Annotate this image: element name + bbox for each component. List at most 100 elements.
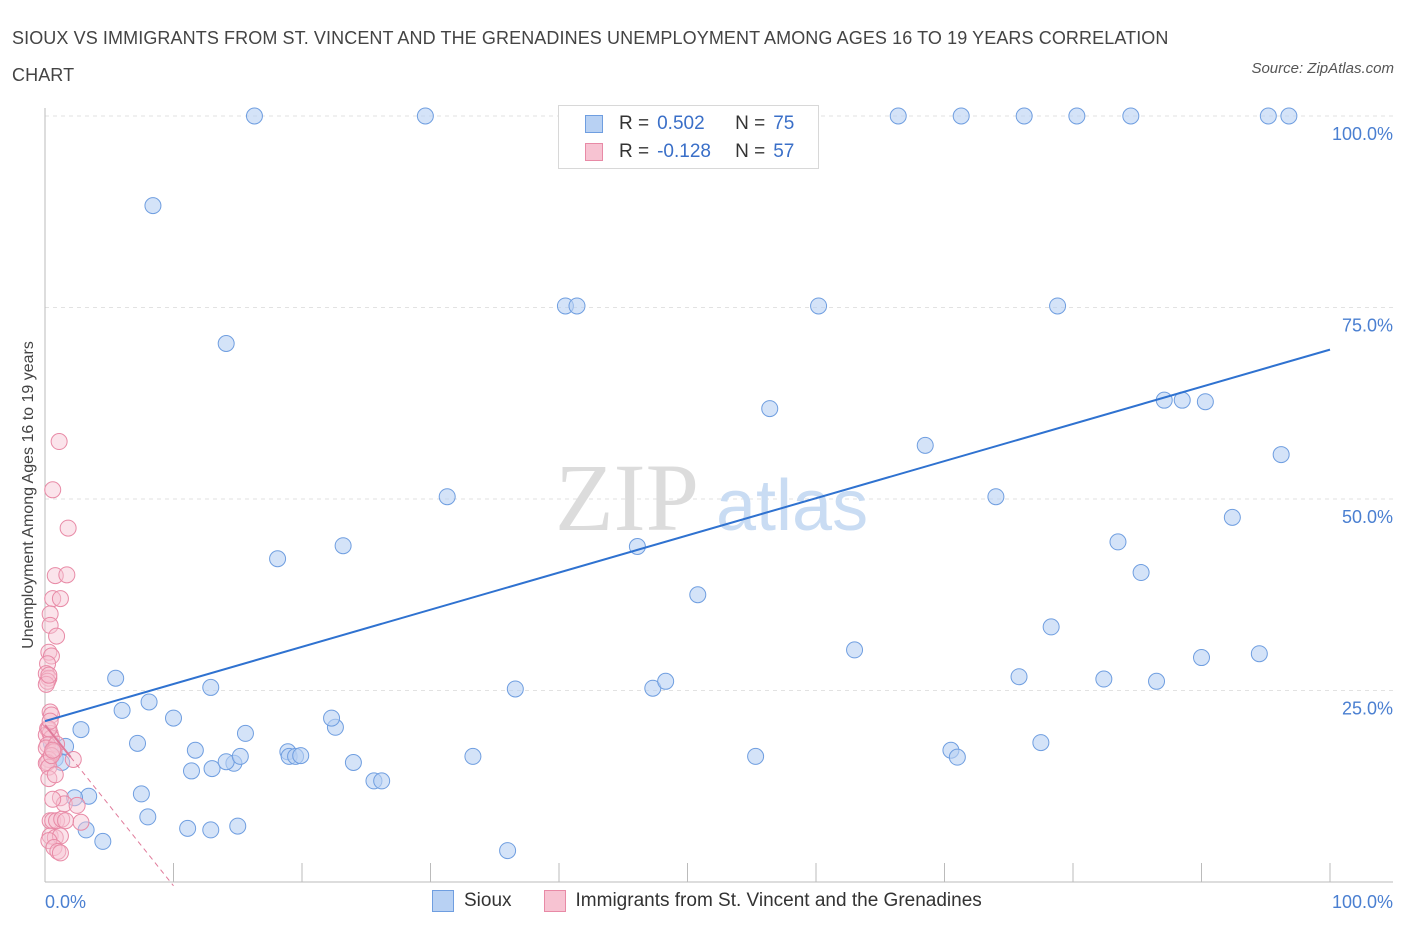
sioux-point bbox=[231, 747, 249, 765]
legend-label-sioux: Sioux bbox=[464, 890, 512, 911]
y-tick-label: 75.0% bbox=[1342, 316, 1393, 336]
sioux-point bbox=[1049, 297, 1067, 315]
sioux-point bbox=[202, 678, 220, 696]
sioux-point bbox=[464, 747, 482, 765]
immigrants-point bbox=[68, 796, 86, 814]
y-tick-label: 50.0% bbox=[1342, 507, 1393, 527]
immigrants-point bbox=[42, 647, 60, 665]
data-points bbox=[37, 107, 1298, 862]
immigrants-point bbox=[50, 433, 68, 451]
watermark-zip: ZIP bbox=[555, 444, 699, 551]
x-tick-label: 100.0% bbox=[1332, 892, 1393, 912]
sioux-legend-swatch bbox=[432, 890, 454, 912]
legend-item-immigrants[interactable]: Immigrants from St. Vincent and the Gren… bbox=[543, 890, 982, 912]
immigrants-point bbox=[57, 812, 75, 830]
legend-row-sioux: R = 0.502 N = 75 bbox=[585, 111, 794, 137]
legend-r-value-sioux: 0.502 bbox=[657, 113, 705, 134]
sioux-point bbox=[165, 709, 182, 727]
sioux-point bbox=[344, 754, 362, 772]
sioux-point bbox=[1132, 564, 1150, 582]
sioux-point bbox=[140, 693, 158, 711]
legend-row-immigrants: R = -0.128 N = 57 bbox=[585, 139, 794, 165]
source-label: Source: ZipAtlas.com bbox=[1251, 60, 1394, 77]
sioux-point bbox=[107, 669, 125, 687]
sioux-swatch bbox=[585, 115, 603, 133]
legend-n-value-sioux: 75 bbox=[773, 113, 795, 134]
chart-title: SIOUX VS IMMIGRANTS FROM ST. VINCENT AND… bbox=[12, 28, 1169, 85]
sioux-point bbox=[1196, 393, 1214, 411]
immigrants-point bbox=[44, 741, 62, 759]
immigrants-point bbox=[42, 747, 60, 765]
y-tick-label: 25.0% bbox=[1342, 699, 1393, 719]
sioux-point bbox=[373, 772, 391, 790]
legend-label-immigrants: Immigrants from St. Vincent and the Gren… bbox=[575, 890, 982, 911]
sioux-point bbox=[245, 107, 263, 125]
immigrants-point bbox=[72, 813, 90, 831]
sioux-point bbox=[948, 748, 966, 766]
immigrants-point bbox=[44, 790, 62, 808]
sioux-point bbox=[1193, 649, 1210, 667]
sioux-point bbox=[1272, 446, 1290, 464]
y-tick-label: 100.0% bbox=[1332, 124, 1393, 144]
sioux-point bbox=[916, 436, 934, 454]
sioux-point bbox=[1015, 107, 1033, 125]
grid-lines bbox=[45, 115, 1393, 691]
immigrants-trend-line-extension bbox=[70, 756, 174, 887]
sioux-point bbox=[1109, 533, 1127, 551]
immigrants-point bbox=[41, 616, 59, 634]
sioux-point bbox=[144, 197, 162, 215]
sioux-point bbox=[94, 832, 112, 850]
legend-n-value-immigrants: 57 bbox=[773, 141, 795, 162]
immigrants-trend-line bbox=[44, 724, 72, 758]
sioux-point bbox=[1095, 670, 1113, 688]
sioux-trend-line bbox=[44, 348, 1331, 723]
sioux-point bbox=[229, 817, 247, 835]
sioux-point bbox=[269, 550, 287, 568]
axis-labels: 25.0% 50.0% 75.0% 100.0% 0.0% 100.0% Unemploym… bbox=[20, 124, 1393, 912]
sioux-point bbox=[1032, 734, 1050, 752]
immigrants-point bbox=[40, 666, 58, 684]
legend-n-label: N = bbox=[735, 113, 766, 134]
immigrants-point bbox=[51, 590, 69, 608]
correlation-legend: R = 0.502 N = 75 R = -0.128 N = 57 bbox=[558, 105, 819, 169]
sioux-point bbox=[1250, 645, 1268, 663]
immigrants-legend-swatch bbox=[543, 890, 566, 912]
sioux-point bbox=[202, 821, 220, 839]
immigrants-point bbox=[44, 481, 62, 499]
sioux-point bbox=[132, 785, 150, 803]
sioux-point bbox=[1223, 508, 1241, 526]
sioux-point bbox=[323, 709, 341, 727]
sioux-point bbox=[438, 488, 456, 506]
sioux-point bbox=[1259, 107, 1277, 125]
immigrants-point bbox=[59, 519, 77, 537]
immigrants-point bbox=[48, 627, 66, 645]
sioux-point bbox=[217, 335, 235, 353]
legend-item-sioux[interactable]: Sioux bbox=[432, 890, 512, 912]
immigrants-point bbox=[41, 712, 59, 730]
sioux-point bbox=[1010, 668, 1028, 686]
sioux-point bbox=[1068, 107, 1086, 125]
immigrants-point bbox=[46, 766, 64, 784]
sioux-point bbox=[236, 724, 254, 742]
sioux-point bbox=[889, 107, 907, 125]
y-axis-label: Unemployment Among Ages 16 to 19 years bbox=[20, 341, 37, 649]
sioux-point bbox=[113, 701, 131, 719]
sioux-point bbox=[292, 747, 310, 765]
legend-n-label: N = bbox=[735, 141, 766, 162]
sioux-point bbox=[810, 297, 828, 315]
sioux-point bbox=[1122, 107, 1140, 125]
sioux-point bbox=[129, 734, 147, 752]
trend-lines bbox=[44, 348, 1331, 887]
sioux-point bbox=[334, 537, 352, 555]
sioux-point bbox=[179, 819, 197, 837]
legend-r-label: R = bbox=[619, 141, 650, 162]
sioux-point bbox=[987, 488, 1005, 506]
sioux-point bbox=[506, 680, 524, 698]
immigrants-swatch bbox=[585, 143, 603, 161]
sioux-point bbox=[139, 808, 157, 826]
sioux-point bbox=[657, 672, 675, 690]
sioux-point bbox=[846, 641, 864, 659]
sioux-point bbox=[186, 741, 204, 759]
legend-r-label: R = bbox=[619, 113, 650, 134]
